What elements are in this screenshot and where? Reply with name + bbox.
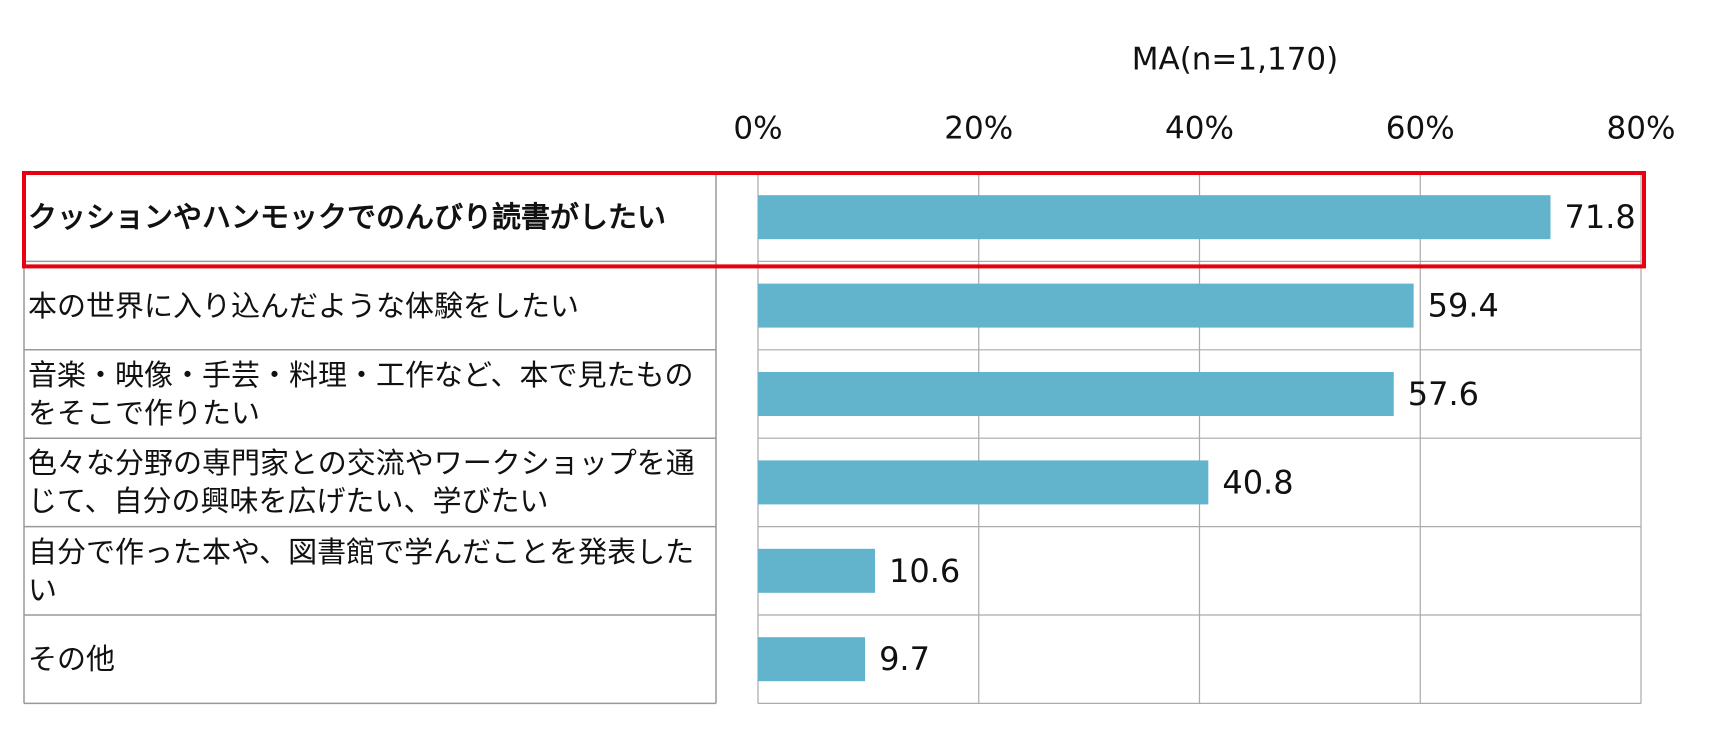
x-tick-label: 60% [1386, 111, 1455, 147]
category-label: クッションやハンモックでのんびり読書がしたい [28, 200, 667, 235]
category-label: 色々な分野の専門家との交流やワークショップを通じて、自分の興味を広げたい、学びた… [28, 446, 695, 519]
category-label: 自分で作った本や、図書館で学んだことを発表したい [28, 534, 695, 607]
bar [758, 372, 1394, 416]
bar [758, 548, 875, 593]
bar [758, 637, 866, 682]
category-label: その他 [28, 642, 116, 677]
value-label: 10.6 [889, 552, 960, 590]
bar [758, 460, 1209, 505]
category-label: 音楽・映像・手芸・料理・工作など、本で見たものをそこで作りたい [28, 357, 694, 430]
x-tick-label: 20% [944, 111, 1013, 147]
value-label: 57.6 [1408, 375, 1479, 413]
value-label: 71.8 [1564, 198, 1635, 236]
bar [758, 283, 1414, 328]
category-label: 本の世界に入り込んだような体験をしたい [28, 288, 580, 323]
chart-subtitle: MA(n=1,170) [1132, 42, 1339, 78]
value-label: 40.8 [1222, 463, 1293, 501]
highlight-box [22, 171, 1646, 269]
bar [758, 195, 1551, 240]
x-tick-label: 0% [733, 111, 782, 147]
value-label: 59.4 [1428, 287, 1499, 325]
x-tick-label: 80% [1607, 111, 1676, 147]
value-label: 9.7 [879, 640, 930, 678]
x-tick-label: 40% [1165, 111, 1234, 147]
